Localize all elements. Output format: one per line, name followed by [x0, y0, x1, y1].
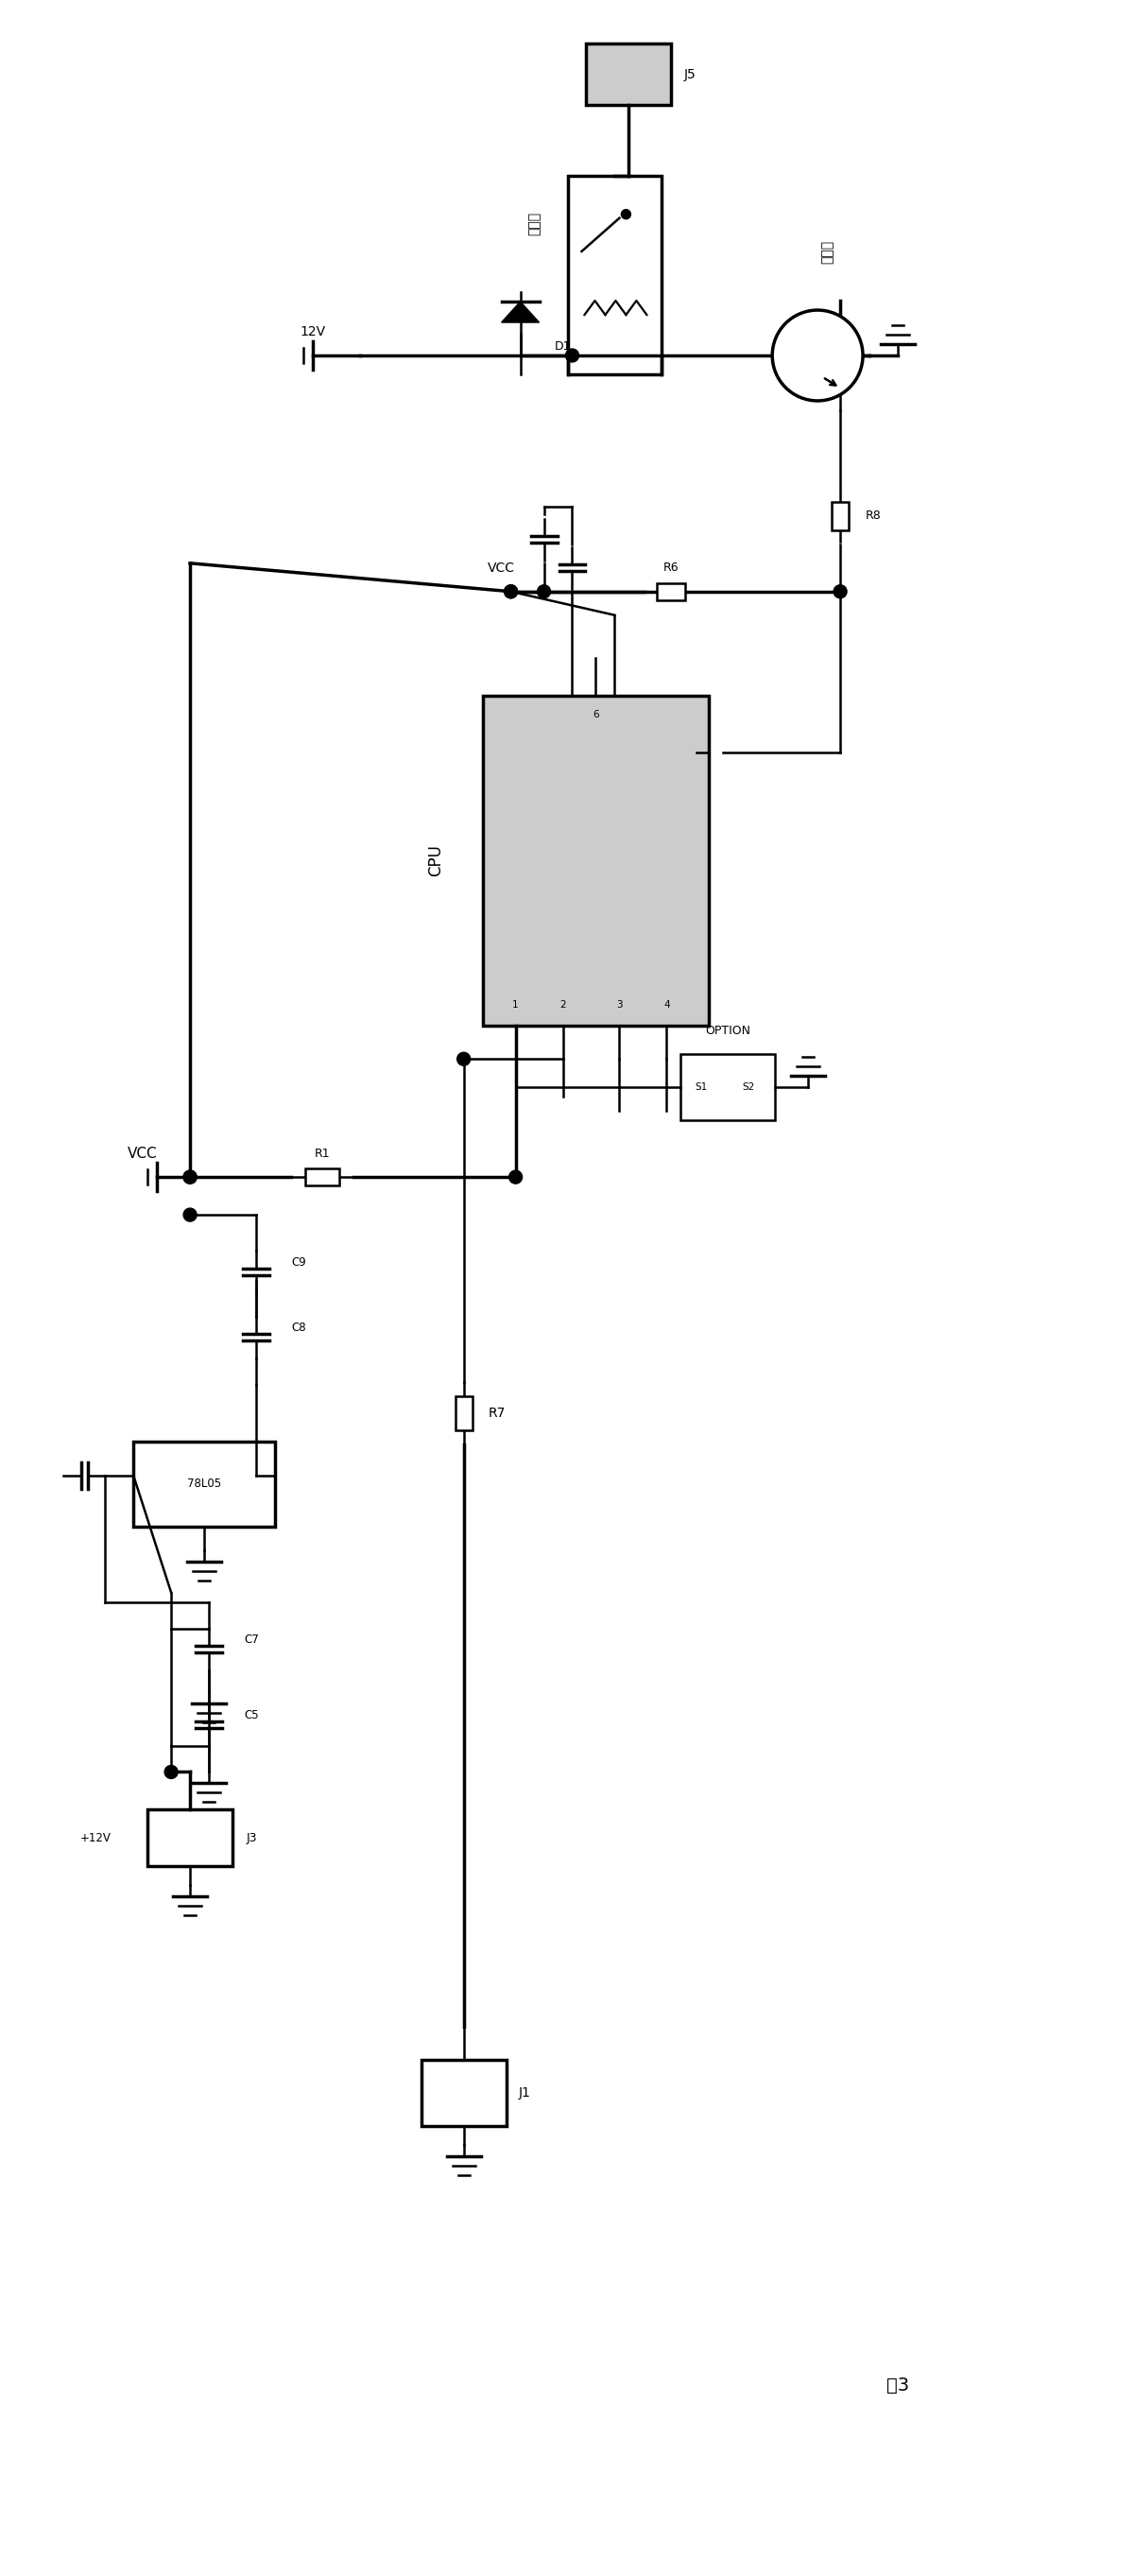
- Text: R7: R7: [488, 1406, 505, 1419]
- Text: 3: 3: [616, 999, 622, 1010]
- Text: VCC: VCC: [488, 562, 515, 574]
- Text: OPTION: OPTION: [705, 1025, 750, 1036]
- Bar: [657, 582, 686, 600]
- Text: CPU: CPU: [427, 845, 444, 876]
- Circle shape: [833, 585, 847, 598]
- Circle shape: [184, 1208, 196, 1221]
- Text: J1: J1: [519, 2087, 531, 2099]
- Circle shape: [621, 209, 631, 219]
- Text: 继电器: 继电器: [528, 211, 541, 234]
- Circle shape: [565, 348, 579, 363]
- Text: C5: C5: [244, 1710, 259, 1721]
- Circle shape: [508, 1170, 522, 1182]
- Bar: [681, 1054, 775, 1121]
- Bar: [455, 1396, 472, 1430]
- Text: J5: J5: [684, 67, 696, 80]
- Text: 三极管: 三极管: [821, 240, 833, 263]
- Circle shape: [165, 1765, 178, 1777]
- Bar: [482, 696, 709, 1025]
- Text: S2: S2: [742, 1082, 755, 1092]
- Text: 2: 2: [560, 999, 566, 1010]
- Text: D1: D1: [555, 340, 571, 353]
- Text: 4: 4: [664, 999, 670, 1010]
- Bar: [587, 44, 671, 106]
- Text: J3: J3: [246, 1832, 257, 1844]
- Text: C8: C8: [292, 1321, 306, 1334]
- Circle shape: [537, 585, 550, 598]
- Text: C9: C9: [291, 1257, 306, 1267]
- Circle shape: [457, 1054, 470, 1066]
- Bar: [148, 1811, 233, 1868]
- Text: 1: 1: [513, 999, 519, 1010]
- Text: 78L05: 78L05: [187, 1479, 221, 1489]
- Text: S1: S1: [696, 1082, 708, 1092]
- Text: C7: C7: [244, 1633, 259, 1646]
- Circle shape: [504, 585, 518, 598]
- Text: VCC: VCC: [128, 1146, 158, 1162]
- Circle shape: [772, 309, 863, 402]
- Bar: [305, 1170, 339, 1185]
- Bar: [568, 175, 662, 374]
- Text: 图3: 图3: [886, 2378, 909, 2396]
- Text: R8: R8: [865, 510, 881, 523]
- Text: +12V: +12V: [81, 1832, 111, 1844]
- Polygon shape: [502, 301, 539, 322]
- Circle shape: [184, 1170, 196, 1182]
- Bar: [134, 1443, 275, 1528]
- Text: 6: 6: [592, 708, 599, 719]
- Text: R1: R1: [314, 1146, 330, 1159]
- Text: R6: R6: [664, 562, 679, 574]
- Circle shape: [184, 1170, 196, 1182]
- Text: 12V: 12V: [300, 325, 326, 337]
- Bar: [832, 502, 849, 531]
- Circle shape: [504, 585, 518, 598]
- Bar: [421, 2061, 506, 2125]
